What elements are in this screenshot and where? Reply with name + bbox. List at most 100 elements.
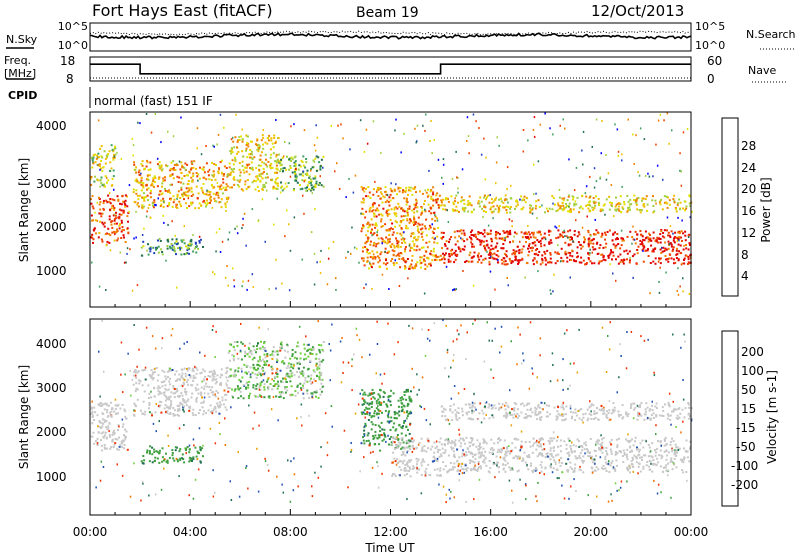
- velocity-cell: [165, 452, 167, 455]
- power-cell: [522, 150, 525, 153]
- power-cell: [505, 236, 507, 239]
- power-cell: [567, 251, 570, 254]
- power-cell: [176, 175, 179, 178]
- velocity-cell: [191, 460, 193, 462]
- velocity-cell: [264, 349, 267, 352]
- velocity-cell: [246, 372, 248, 375]
- power-cell: [652, 248, 655, 251]
- velocity-cell: [176, 388, 178, 390]
- velocity-cell: [171, 449, 174, 452]
- velocity-cell: [446, 442, 449, 445]
- power-cell: [532, 259, 535, 262]
- power-cell: [566, 260, 569, 263]
- power-cell: [464, 261, 467, 263]
- power-cell: [185, 245, 187, 248]
- power-cell: [651, 250, 654, 253]
- power-cell: [215, 200, 218, 203]
- power-cell: [486, 232, 489, 235]
- velocity-cell: [197, 412, 200, 415]
- power-cell: [411, 193, 414, 196]
- power-cell: [262, 129, 264, 131]
- velocity-cell: [200, 402, 203, 404]
- power-cell: [262, 143, 264, 146]
- velocity-cell: [228, 350, 231, 353]
- power-cell: [261, 198, 264, 201]
- power-cbar-tick-20: 20: [741, 182, 756, 196]
- velocity-cell: [361, 397, 364, 400]
- power-cell: [133, 200, 136, 203]
- power-cell: [99, 147, 102, 150]
- power-cell: [453, 288, 455, 291]
- power-cell: [460, 232, 463, 235]
- velocity-cell: [140, 409, 142, 412]
- power-cell: [606, 231, 609, 233]
- power-cell: [310, 181, 312, 184]
- velocity-cell: [602, 446, 605, 449]
- power-cell: [595, 242, 598, 245]
- power-cell: [112, 148, 115, 151]
- velocity-cell: [367, 439, 370, 442]
- velocity-cell: [168, 370, 170, 372]
- velocity-cell: [403, 421, 405, 424]
- power-cell: [688, 262, 691, 265]
- power-cell: [215, 191, 218, 194]
- velocity-cell: [602, 437, 605, 439]
- power-cell: [529, 236, 532, 239]
- velocity-cell: [160, 411, 163, 414]
- velocity-cell: [420, 450, 423, 453]
- power-cell: [615, 203, 618, 206]
- velocity-cell: [140, 460, 143, 463]
- power-cell: [636, 208, 639, 211]
- power-cell: [131, 137, 134, 140]
- power-cell: [617, 238, 619, 240]
- power-cell: [372, 193, 375, 196]
- velocity-cell: [275, 382, 278, 385]
- power-cell: [176, 197, 178, 200]
- velocity-cell: [133, 402, 136, 405]
- velocity-cell: [296, 385, 299, 388]
- power-cell: [362, 213, 365, 216]
- power-cell: [617, 154, 620, 157]
- power-cell: [248, 173, 251, 176]
- velocity-cell: [266, 380, 269, 383]
- velocity-cell: [205, 412, 207, 415]
- power-cell: [354, 174, 357, 177]
- velocity-cell: [572, 471, 575, 473]
- power-cell: [396, 207, 399, 210]
- power-cell: [241, 227, 243, 230]
- velocity-cell: [216, 374, 219, 377]
- power-cell: [595, 229, 598, 232]
- power-cell: [327, 257, 330, 260]
- velocity-cell: [407, 412, 410, 415]
- power-cell: [137, 171, 140, 174]
- power-cell: [274, 187, 277, 190]
- power-cell: [280, 186, 283, 189]
- power-cell: [424, 227, 427, 230]
- velocity-cell: [497, 441, 499, 444]
- velocity-cell: [574, 455, 577, 458]
- velocity-cell: [176, 378, 179, 381]
- power-cell: [289, 249, 292, 252]
- power-cell: [605, 178, 608, 181]
- power-cell: [406, 210, 409, 213]
- velocity-cell: [676, 449, 679, 452]
- power-cell: [665, 201, 668, 204]
- power-cell: [221, 240, 224, 243]
- velocity-cell: [256, 373, 259, 376]
- velocity-cell: [368, 412, 371, 415]
- power-cell: [249, 153, 252, 155]
- velocity-cell: [208, 370, 211, 373]
- power-cell: [596, 231, 599, 234]
- power-cell: [431, 230, 434, 233]
- power-cell: [686, 263, 689, 265]
- power-cell: [454, 200, 457, 203]
- power-cell: [677, 259, 680, 262]
- power-cell: [473, 245, 475, 248]
- power-cell: [612, 251, 615, 254]
- velocity-cell: [497, 448, 500, 451]
- velocity-cell: [197, 392, 200, 395]
- power-ylabel: Slant Range [km]: [17, 158, 31, 262]
- power-cell: [253, 179, 255, 182]
- power-cell: [591, 262, 593, 265]
- power-cell: [120, 213, 123, 216]
